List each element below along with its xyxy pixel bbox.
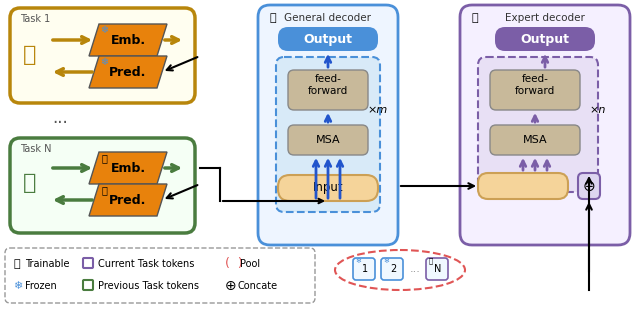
- Text: feed-
forward: feed- forward: [515, 74, 555, 96]
- FancyBboxPatch shape: [478, 173, 568, 199]
- Text: 🔥: 🔥: [101, 153, 107, 163]
- FancyBboxPatch shape: [83, 280, 93, 290]
- FancyBboxPatch shape: [278, 175, 378, 201]
- Text: Pool: Pool: [240, 259, 260, 269]
- Text: Task 1: Task 1: [20, 14, 51, 24]
- FancyBboxPatch shape: [10, 8, 195, 103]
- FancyBboxPatch shape: [353, 258, 375, 280]
- FancyBboxPatch shape: [258, 5, 398, 245]
- Text: Output: Output: [520, 33, 570, 45]
- Text: 🔥: 🔥: [269, 13, 276, 23]
- Text: Frozen: Frozen: [25, 281, 57, 291]
- Text: N: N: [435, 264, 442, 274]
- FancyBboxPatch shape: [495, 27, 595, 51]
- Text: Previous Task tokens: Previous Task tokens: [98, 281, 199, 291]
- Text: ×m: ×m: [368, 105, 388, 115]
- Text: Emb.: Emb.: [111, 34, 145, 47]
- Text: ...: ...: [410, 264, 420, 274]
- FancyBboxPatch shape: [278, 27, 378, 51]
- Text: 🔥: 🔥: [472, 13, 478, 23]
- Text: ❄: ❄: [100, 25, 108, 35]
- Text: Current Task tokens: Current Task tokens: [98, 259, 195, 269]
- FancyBboxPatch shape: [10, 138, 195, 233]
- FancyBboxPatch shape: [490, 70, 580, 110]
- Text: ⊕: ⊕: [582, 179, 595, 193]
- Text: General decoder: General decoder: [285, 13, 371, 23]
- Text: 2: 2: [390, 264, 396, 274]
- Text: Concate: Concate: [238, 281, 278, 291]
- FancyBboxPatch shape: [426, 258, 448, 280]
- Text: feed-
forward: feed- forward: [308, 74, 348, 96]
- Polygon shape: [89, 184, 167, 216]
- Text: ×n: ×n: [590, 105, 606, 115]
- Text: Pred.: Pred.: [109, 66, 147, 78]
- Text: Input: Input: [313, 182, 343, 194]
- Text: Trainable: Trainable: [25, 259, 70, 269]
- Text: MSA: MSA: [316, 135, 340, 145]
- FancyBboxPatch shape: [83, 258, 93, 268]
- Text: Output: Output: [303, 33, 353, 45]
- Text: ❄: ❄: [383, 258, 389, 264]
- Text: ❄: ❄: [13, 281, 22, 291]
- FancyBboxPatch shape: [288, 125, 368, 155]
- Text: ...: ...: [52, 109, 68, 127]
- FancyBboxPatch shape: [5, 248, 315, 303]
- FancyBboxPatch shape: [381, 258, 403, 280]
- Text: Expert decoder: Expert decoder: [505, 13, 585, 23]
- FancyBboxPatch shape: [460, 5, 630, 245]
- FancyBboxPatch shape: [490, 125, 580, 155]
- Text: ⊕: ⊕: [225, 279, 237, 293]
- Polygon shape: [89, 152, 167, 184]
- FancyBboxPatch shape: [578, 173, 600, 199]
- FancyBboxPatch shape: [276, 57, 380, 212]
- Text: (  ): ( ): [225, 258, 243, 271]
- Text: ❄: ❄: [355, 258, 361, 264]
- Text: 🤖: 🤖: [23, 45, 36, 65]
- Text: Pred.: Pred.: [109, 193, 147, 207]
- Text: 🔥: 🔥: [101, 185, 107, 195]
- Polygon shape: [89, 56, 167, 88]
- Text: 🔥: 🔥: [429, 258, 433, 264]
- Text: Task N: Task N: [20, 144, 51, 154]
- Text: ❄: ❄: [100, 57, 108, 67]
- Text: Emb.: Emb.: [111, 161, 145, 174]
- FancyBboxPatch shape: [288, 70, 368, 110]
- Text: 🤖: 🤖: [23, 173, 36, 193]
- Text: 🔥: 🔥: [13, 259, 20, 269]
- Text: MSA: MSA: [523, 135, 547, 145]
- FancyBboxPatch shape: [478, 57, 598, 192]
- Polygon shape: [89, 24, 167, 56]
- Text: 1: 1: [362, 264, 368, 274]
